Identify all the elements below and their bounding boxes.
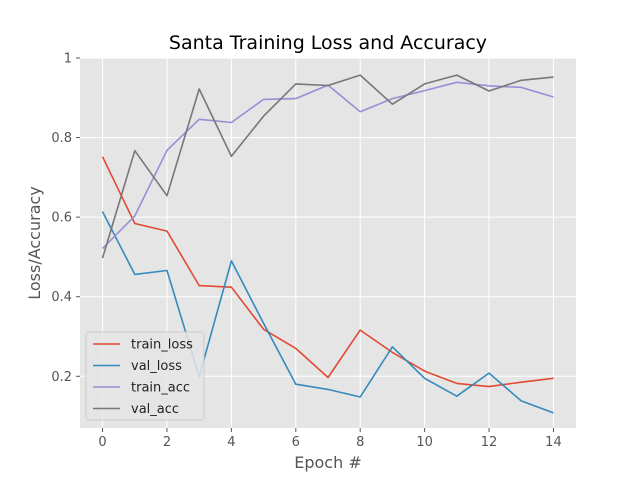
y-axis-ticks: 0.2 0.4 0.6 0.8 1 bbox=[51, 52, 80, 385]
legend: train_loss val_loss train_acc val_acc bbox=[85, 331, 205, 421]
legend-label: train_loss bbox=[131, 338, 193, 353]
series-line-train-loss bbox=[101, 156, 554, 388]
y-tick-label: 1 bbox=[64, 52, 72, 67]
legend-box bbox=[85, 331, 205, 421]
x-axis-label: Epoch # bbox=[294, 453, 361, 472]
y-axis-label: Loss/Accuracy bbox=[25, 186, 44, 300]
x-tick-label: 4 bbox=[227, 435, 235, 450]
y-tick-label: 0.2 bbox=[51, 370, 72, 385]
series-line-val-acc bbox=[101, 74, 554, 259]
series-group bbox=[101, 74, 554, 414]
y-tick-label: 0.8 bbox=[51, 131, 72, 146]
x-tick-label: 0 bbox=[98, 435, 106, 450]
legend-label: train_acc bbox=[131, 381, 190, 396]
y-tick-label: 0.4 bbox=[51, 290, 72, 305]
x-axis-ticks: 0 2 4 6 8 10 12 14 bbox=[98, 428, 562, 450]
x-tick-label: 6 bbox=[292, 435, 300, 450]
legend-label: val_acc bbox=[131, 402, 179, 417]
x-tick-label: 8 bbox=[356, 435, 364, 450]
y-tick-label: 0.6 bbox=[51, 211, 72, 226]
x-tick-label: 12 bbox=[481, 435, 498, 450]
chart-title: Santa Training Loss and Accuracy bbox=[169, 32, 487, 54]
x-tick-label: 2 bbox=[163, 435, 171, 450]
series-line-val-loss bbox=[101, 211, 554, 414]
x-tick-label: 14 bbox=[545, 435, 562, 450]
x-tick-label: 10 bbox=[416, 435, 433, 450]
legend-label: val_loss bbox=[131, 359, 182, 374]
